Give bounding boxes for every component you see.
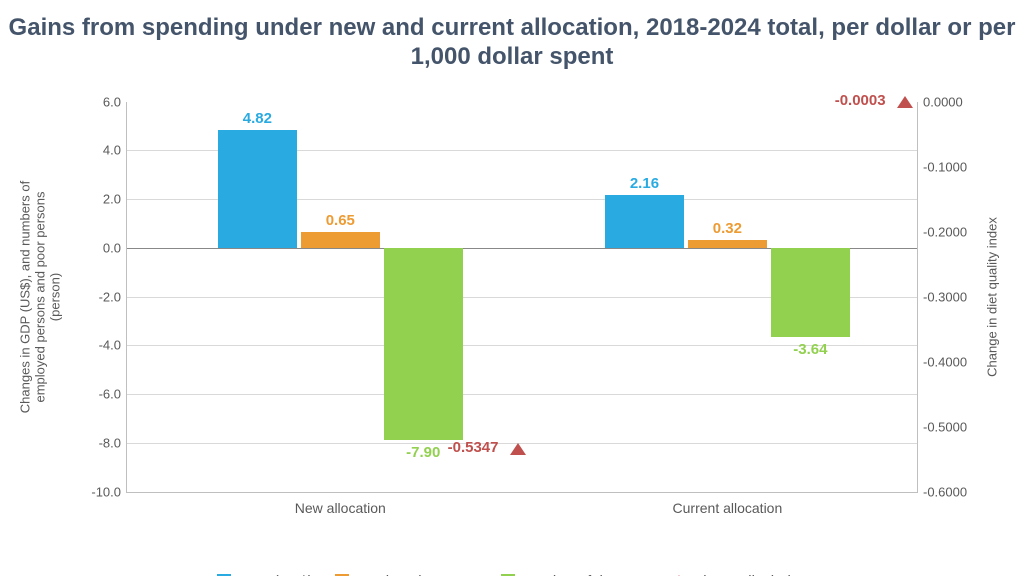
data-label: -3.64	[793, 341, 827, 358]
right-tick: -0.3000	[917, 289, 983, 304]
left-axis-label: Changes in GDP (US$), and numbers of emp…	[18, 102, 63, 492]
right-tick: -0.6000	[917, 484, 983, 499]
legend-label: Number of the poor	[521, 573, 650, 576]
left-tick: 2.0	[77, 192, 127, 207]
left-tick: 0.0	[77, 240, 127, 255]
legend-label: Diet quality index	[692, 573, 806, 576]
legend-label: Employed persons	[355, 573, 479, 576]
right-axis-label: Change in diet quality index	[985, 217, 1000, 377]
left-tick: -4.0	[77, 338, 127, 353]
data-label: -0.5347	[448, 439, 499, 456]
legend-item: GDP (US$)	[217, 573, 313, 576]
bar	[771, 248, 850, 337]
left-tick: -10.0	[77, 484, 127, 499]
chart-container: -10.0 -8.0 -6.0 -4.0 -2.0 0.0 2.0 4.0 6.0 -0.6000…	[0, 84, 1024, 576]
bar	[605, 195, 684, 248]
bar	[384, 248, 463, 441]
right-tick: -0.1000	[917, 159, 983, 174]
bar	[218, 130, 297, 247]
triangle-marker	[897, 96, 913, 108]
category-label: New allocation	[295, 492, 386, 516]
left-tick: 6.0	[77, 94, 127, 109]
legend: GDP (US$) Employed persons Number of the p…	[0, 573, 1024, 576]
right-tick: -0.5000	[917, 419, 983, 434]
bar	[301, 232, 380, 248]
right-tick: 0.0000	[917, 94, 983, 109]
left-tick: -2.0	[77, 289, 127, 304]
right-tick: -0.2000	[917, 224, 983, 239]
legend-label: GDP (US$)	[237, 573, 313, 576]
legend-item: Diet quality index	[672, 573, 806, 576]
data-label: 0.32	[713, 220, 742, 237]
data-label: 2.16	[630, 175, 659, 192]
bar	[688, 240, 767, 248]
chart-title: Gains from spending under new and curren…	[0, 0, 1024, 72]
data-label: -7.90	[406, 444, 440, 461]
category-label: Current allocation	[673, 492, 783, 516]
data-label: 4.82	[243, 110, 272, 127]
left-tick: 4.0	[77, 143, 127, 158]
legend-item: Employed persons	[335, 573, 479, 576]
triangle-marker	[510, 443, 526, 455]
left-tick: -8.0	[77, 435, 127, 450]
legend-item: Number of the poor	[501, 573, 650, 576]
data-label: -0.0003	[835, 92, 886, 109]
left-tick: -6.0	[77, 387, 127, 402]
gridline	[127, 394, 917, 395]
data-label: 0.65	[326, 212, 355, 229]
plot-area: -10.0-8.0-6.0-4.0-2.00.02.04.06.0-0.6000…	[126, 102, 918, 493]
right-tick: -0.4000	[917, 354, 983, 369]
